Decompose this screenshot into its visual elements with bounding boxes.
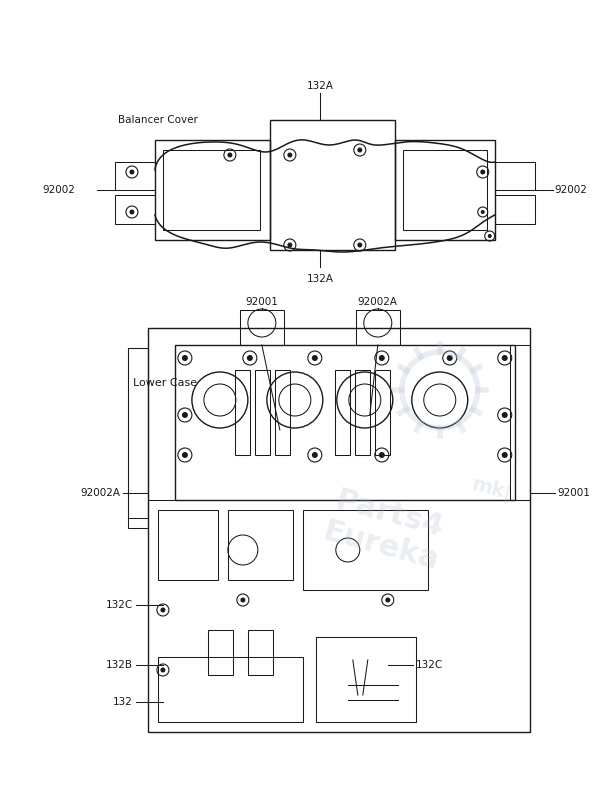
Circle shape xyxy=(385,597,390,603)
Circle shape xyxy=(379,355,385,361)
Text: 92002A: 92002A xyxy=(80,488,120,498)
Circle shape xyxy=(182,452,188,458)
Circle shape xyxy=(130,210,134,214)
Circle shape xyxy=(287,152,292,158)
Circle shape xyxy=(358,148,362,152)
Circle shape xyxy=(241,597,245,603)
Text: 132B: 132B xyxy=(106,660,133,670)
Text: 132C: 132C xyxy=(416,660,443,670)
Circle shape xyxy=(312,452,318,458)
Text: 132: 132 xyxy=(113,697,133,707)
Circle shape xyxy=(502,452,508,458)
Text: Balancer Cover: Balancer Cover xyxy=(118,115,198,125)
Circle shape xyxy=(247,355,253,361)
Circle shape xyxy=(227,152,232,158)
Text: 92002A: 92002A xyxy=(358,297,398,307)
Text: 92002: 92002 xyxy=(42,185,75,195)
Circle shape xyxy=(182,355,188,361)
Circle shape xyxy=(160,608,166,612)
Circle shape xyxy=(502,355,508,361)
Circle shape xyxy=(379,452,385,458)
Circle shape xyxy=(287,243,292,247)
Text: 132C: 132C xyxy=(106,600,133,610)
Text: 92001: 92001 xyxy=(245,297,278,307)
Circle shape xyxy=(488,234,492,238)
Circle shape xyxy=(312,355,318,361)
Text: Lower Case: Lower Case xyxy=(133,378,197,388)
Circle shape xyxy=(358,243,362,247)
Circle shape xyxy=(480,170,485,174)
Text: 92001: 92001 xyxy=(557,488,590,498)
Circle shape xyxy=(447,355,453,361)
Circle shape xyxy=(182,412,188,418)
Circle shape xyxy=(130,170,134,174)
Circle shape xyxy=(481,210,485,214)
Circle shape xyxy=(502,412,508,418)
Text: 132A: 132A xyxy=(307,81,334,91)
Text: mk|: mk| xyxy=(470,475,514,505)
Text: Parts4
Eureka: Parts4 Eureka xyxy=(319,484,450,575)
Circle shape xyxy=(160,667,166,673)
Text: 132A: 132A xyxy=(307,274,334,284)
Text: 92002: 92002 xyxy=(554,185,587,195)
